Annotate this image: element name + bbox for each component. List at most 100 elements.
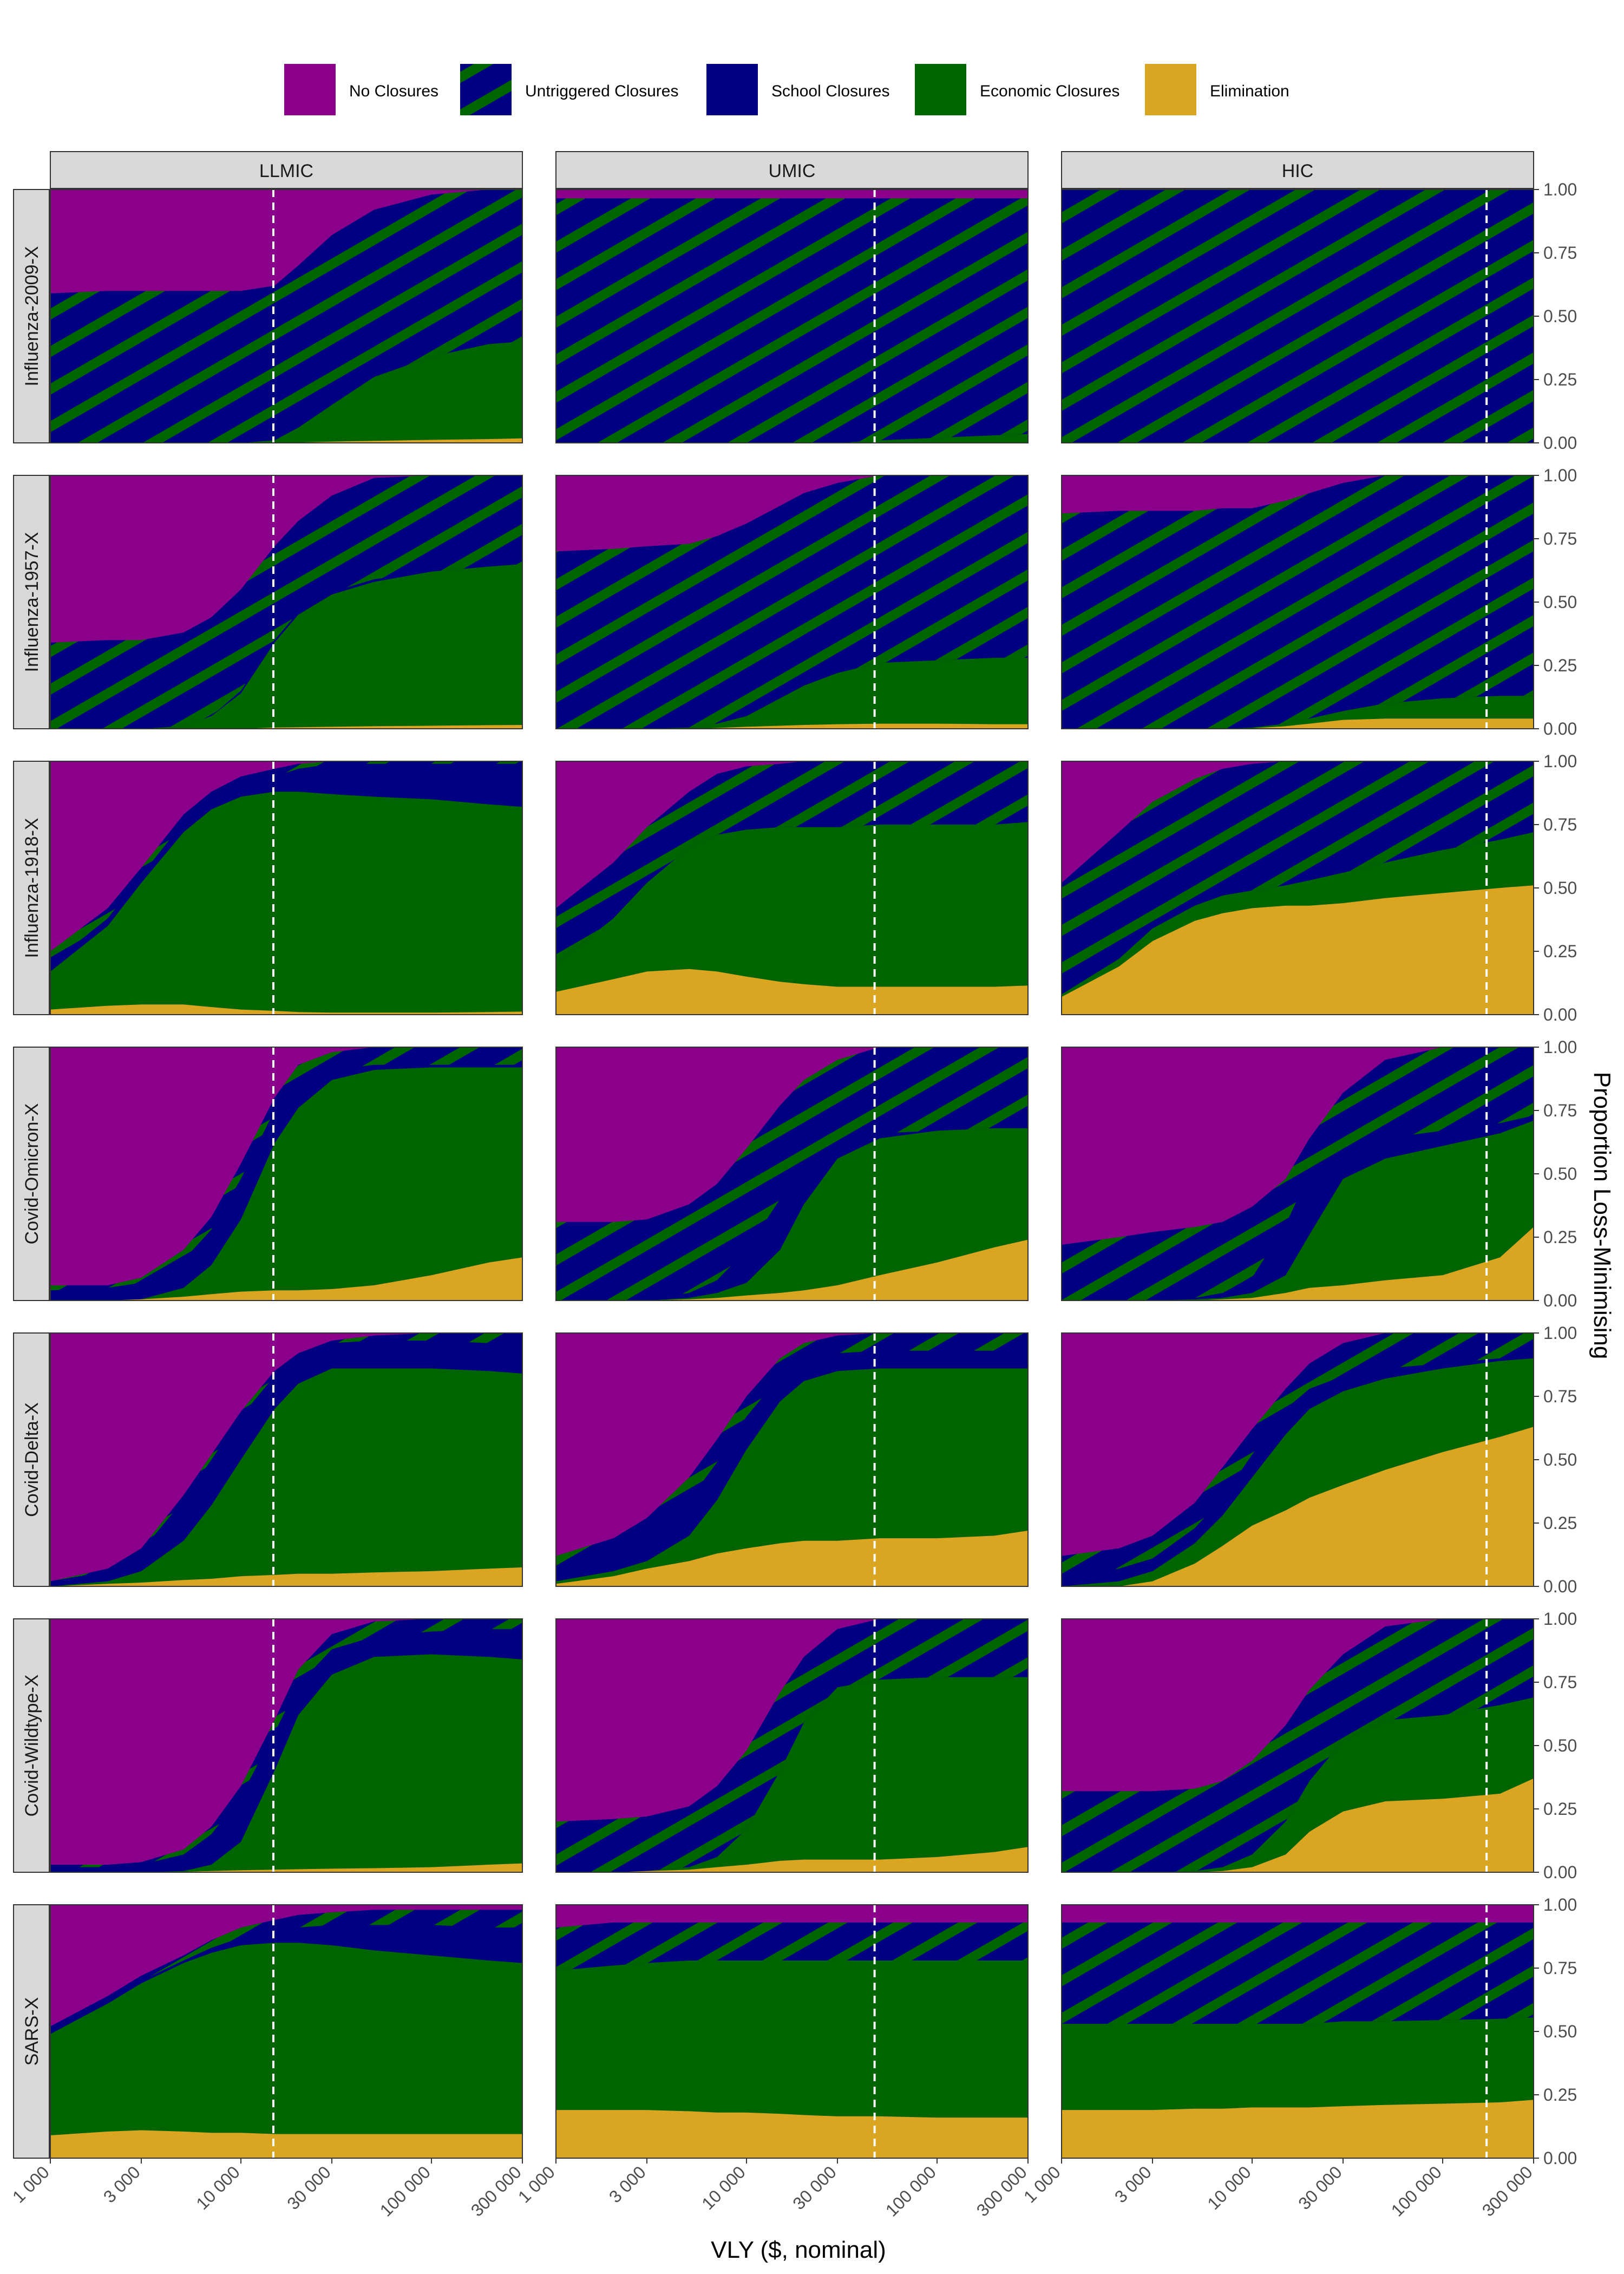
panel-covid-wildtype-x-llmic (50, 1618, 523, 1873)
strip-label-covid-omicron-x: Covid-Omicron-X (22, 1103, 42, 1245)
y-tick-label: 0.25 (1543, 656, 1577, 675)
area-economic-closures (50, 1654, 522, 1872)
y-tick-label: 1.00 (1543, 1895, 1577, 1914)
area-economic-closures (50, 564, 522, 729)
y-tick-label: 0.75 (1543, 1958, 1577, 1978)
strip-covid-omicron-x (13, 1047, 50, 1301)
y-tick-label: 0.00 (1543, 719, 1577, 739)
panel-influenza-1957-x-llmic (50, 475, 523, 729)
x-tick-label: 10 000 (1203, 2162, 1255, 2213)
panel-border (50, 189, 523, 443)
area-economic-closures (50, 792, 522, 1015)
strip-label-hic: HIC (1282, 161, 1314, 181)
strip-label-covid-wildtype-x: Covid-Wildtype-X (22, 1675, 42, 1817)
x-tick-label: 30 000 (789, 2162, 840, 2213)
panel-border (555, 1904, 1029, 2159)
legend: No Closures Untriggered Closures School Cl… (284, 64, 1289, 115)
panel-influenza-1957-x-umic (555, 475, 1029, 729)
x-tick-label: 1 000 (514, 2162, 559, 2206)
area-elimination (1062, 1778, 1534, 1872)
legend-label: No Closures (349, 82, 438, 100)
strip-label-llmic: LLMIC (259, 161, 313, 181)
x-tick-label: 30 000 (1294, 2162, 1346, 2213)
area-elimination (556, 723, 1028, 729)
strip-influenza-2009-x (13, 189, 50, 443)
legend-label: School Closures (771, 82, 889, 100)
y-tick-label: 0.00 (1543, 2148, 1577, 2168)
y-tick-label: 0.50 (1543, 306, 1577, 326)
panel-influenza-1918-x-llmic (50, 761, 523, 1015)
strip-covid-wildtype-x (13, 1618, 50, 1873)
x-tick-label: 3 000 (1111, 2162, 1155, 2206)
panel-covid-delta-x-llmic (50, 1332, 523, 1587)
strip-influenza-1957-x (13, 475, 50, 729)
y-tick-label: 0.75 (1543, 1101, 1577, 1120)
legend-label: Elimination (1210, 82, 1289, 100)
strip-hic (1061, 151, 1534, 189)
strip-label-influenza-2009-x: Influenza-2009-X (22, 246, 42, 387)
strip-llmic (50, 151, 523, 189)
area-elimination (556, 969, 1028, 1015)
panel-border (50, 1047, 523, 1301)
area-elimination (556, 1531, 1028, 1586)
legend-item-untriggered-closures: Untriggered Closures (460, 64, 678, 115)
x-tick-label: 100 000 (1387, 2162, 1445, 2220)
y-tick-label: 0.50 (1543, 878, 1577, 898)
panel-border (50, 475, 523, 729)
y-tick-label: 0.25 (1543, 1227, 1577, 1247)
strip-label-influenza-1918-x: Influenza-1918-X (22, 818, 42, 958)
area-untriggered-closures (1062, 475, 1534, 729)
legend-item-elimination: Elimination (1145, 64, 1289, 115)
area-elimination (50, 438, 522, 443)
area-elimination (1062, 718, 1534, 729)
legend-item-economic-closures: Economic Closures (915, 64, 1119, 115)
area-elimination (50, 1004, 522, 1015)
panel-covid-omicron-x-hic (1061, 1047, 1534, 1301)
y-tick-label: 0.50 (1543, 1450, 1577, 1469)
panel-covid-wildtype-x-hic (1061, 1618, 1534, 1873)
area-elimination (556, 1239, 1028, 1301)
y-tick-label: 0.00 (1543, 1005, 1577, 1024)
panel-covid-omicron-x-umic (555, 1047, 1029, 1301)
y-tick-label: 1.00 (1543, 752, 1577, 771)
strip-label-covid-delta-x: Covid-Delta-X (22, 1402, 42, 1517)
x-tick-label: 30 000 (283, 2162, 335, 2213)
area-elimination (1062, 2100, 1534, 2158)
y-tick-label: 0.75 (1543, 529, 1577, 548)
legend-key-economic-closures (915, 64, 966, 115)
chart-panels (50, 189, 1534, 2159)
area-economic-closures (50, 341, 522, 443)
y-tick-label: 0.25 (1543, 1513, 1577, 1533)
y-tick-label: 1.00 (1543, 466, 1577, 485)
area-elimination (50, 2130, 522, 2158)
x-tick-label: 3 000 (605, 2162, 650, 2206)
strip-influenza-1918-x (13, 761, 50, 1015)
strip-label-sars-x: SARS-X (22, 1997, 42, 2066)
strip-label-influenza-1957-x: Influenza-1957-X (22, 532, 42, 672)
panel-influenza-1918-x-umic (555, 761, 1029, 1015)
panel-influenza-2009-x-hic (1061, 189, 1534, 443)
y-tick-label: 0.00 (1543, 1291, 1577, 1310)
area-economic-closures (556, 1677, 1028, 1872)
area-economic-closures (556, 1368, 1028, 1586)
y-tick-label: 0.75 (1543, 243, 1577, 263)
area-economic-closures (1062, 1120, 1534, 1301)
x-axis-title: VLY ($, nominal) (711, 2237, 886, 2263)
panel-covid-wildtype-x-umic (555, 1618, 1029, 1873)
area-elimination (1062, 1427, 1534, 1586)
area-untriggered-closures (556, 198, 1028, 443)
y-tick-label: 0.75 (1543, 1672, 1577, 1692)
y-tick-label: 0.00 (1543, 1863, 1577, 1882)
legend-item-school-closures: School Closures (706, 64, 889, 115)
panel-sars-x-umic (555, 1904, 1029, 2159)
area-elimination (556, 2110, 1028, 2158)
area-economic-closures (50, 1067, 522, 1301)
panel-covid-delta-x-umic (555, 1332, 1029, 1587)
y-tick-label: 0.00 (1543, 433, 1577, 453)
x-tick-label: 10 000 (192, 2162, 244, 2213)
area-economic-closures (556, 434, 1028, 443)
x-tick-label: 3 000 (100, 2162, 144, 2206)
panel-border (50, 761, 523, 1015)
panel-border (555, 1047, 1029, 1301)
